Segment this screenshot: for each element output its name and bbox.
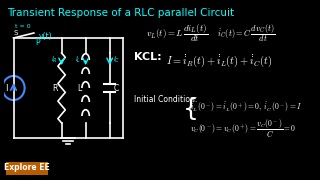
Text: KCL:: KCL: [134,52,161,62]
Text: $i_L$: $i_L$ [75,55,81,65]
Text: t = 0: t = 0 [15,24,31,28]
Text: $v_C(0^-) = v_C(0^+) = \dfrac{v_C(0^-)}{C} = 0$: $v_C(0^-) = v_C(0^+) = \dfrac{v_C(0^-)}{… [190,118,296,140]
Text: S: S [13,30,18,36]
Text: Transient Response of a RLC parallel Circuit: Transient Response of a RLC parallel Cir… [7,8,234,18]
Text: L: L [77,84,81,93]
Text: C: C [114,84,119,93]
FancyBboxPatch shape [6,162,48,175]
Text: $i_R$: $i_R$ [51,55,58,65]
Text: P: P [35,37,40,46]
Text: $v_L(t) = L\,\dfrac{di_L(t)}{dt}$: $v_L(t) = L\,\dfrac{di_L(t)}{dt}$ [146,22,208,44]
Text: $\dot{i}_C(t) = C\,\dfrac{dv_C(t)}{dt}$: $\dot{i}_C(t) = C\,\dfrac{dv_C(t)}{dt}$ [217,22,276,44]
Text: $I = \dot{i}_R(t) + \dot{i}_L(t) + \dot{i}_C(t)$: $I = \dot{i}_R(t) + \dot{i}_L(t) + \dot{… [166,52,272,69]
Text: I: I [5,84,7,93]
Text: v(t): v(t) [39,31,53,40]
Text: Explore EE: Explore EE [4,163,49,172]
Text: Initial Condition:: Initial Condition: [134,95,197,104]
Text: R: R [52,84,58,93]
Text: $\dot{i}_L(0^-) = \dot{i}_L(0^+) = 0,\;\dot{i}_C(0^-)=I$: $\dot{i}_L(0^-) = \dot{i}_L(0^+) = 0,\;\… [190,100,302,114]
Text: {: { [183,97,199,121]
Text: $i_C$: $i_C$ [113,55,121,65]
